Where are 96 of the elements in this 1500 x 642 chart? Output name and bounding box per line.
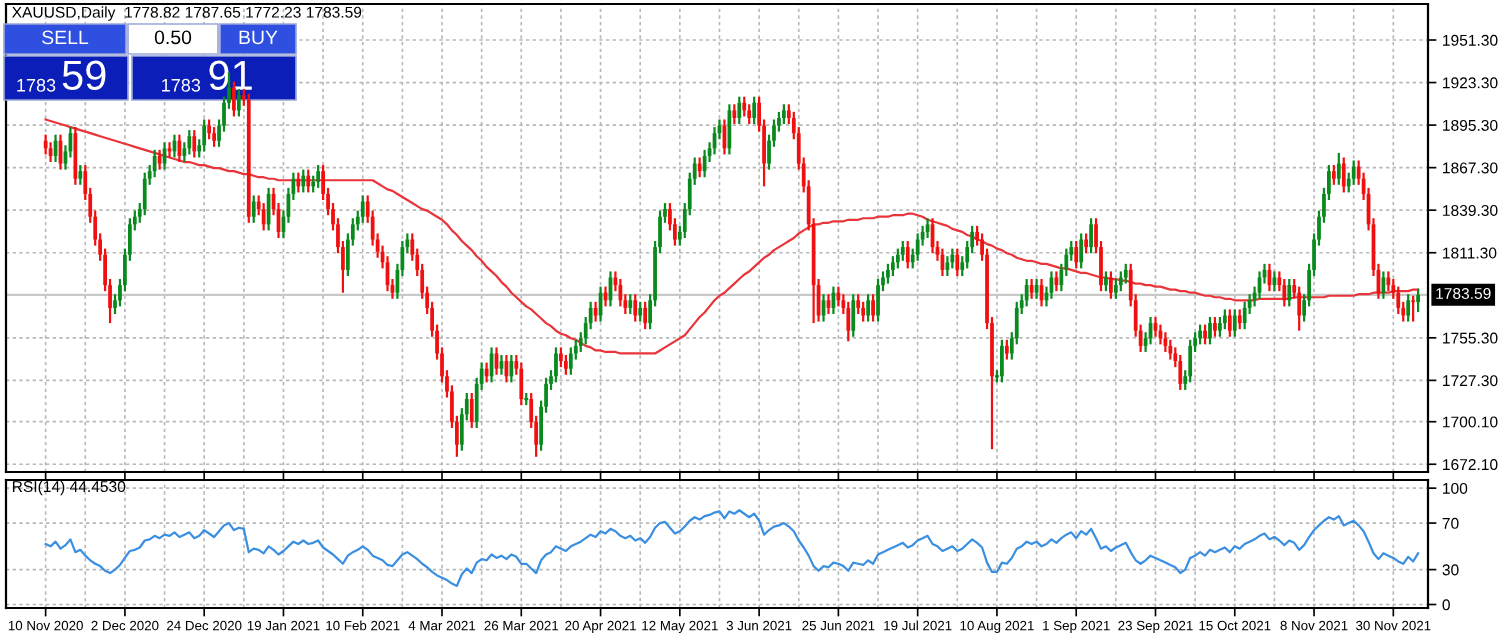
candlestick xyxy=(1203,323,1207,346)
candlestick xyxy=(568,346,573,376)
candlestick xyxy=(1123,262,1128,285)
candlestick xyxy=(232,80,236,118)
candlestick xyxy=(851,293,856,338)
candlestick xyxy=(1113,277,1118,300)
candlestick xyxy=(1297,285,1302,332)
candlestick xyxy=(192,129,197,159)
candlestick xyxy=(509,353,514,384)
candlestick xyxy=(1331,163,1336,186)
candlestick xyxy=(152,148,157,179)
candlestick xyxy=(1074,239,1079,270)
candlestick xyxy=(306,168,311,194)
candlestick xyxy=(212,125,216,148)
candlestick xyxy=(846,300,851,343)
candlestick xyxy=(1351,159,1356,186)
candlestick xyxy=(1336,151,1341,186)
line-series xyxy=(44,509,1420,587)
candlestick xyxy=(1396,285,1401,316)
candlestick xyxy=(955,247,960,278)
candlestick xyxy=(559,346,563,369)
candlestick xyxy=(469,391,474,430)
annotation: 1783 91 xyxy=(162,60,252,92)
candlestick xyxy=(752,95,757,126)
candlestick xyxy=(296,171,301,194)
candlestick xyxy=(1029,277,1034,300)
candlestick xyxy=(1386,270,1391,293)
candlestick xyxy=(1232,308,1237,338)
candlestick xyxy=(1079,232,1084,270)
candlestick xyxy=(1208,315,1212,346)
candlestick xyxy=(732,103,737,126)
candlestick xyxy=(1000,338,1004,384)
candlestick xyxy=(1213,315,1217,338)
candlestick xyxy=(1084,232,1089,255)
candlestick xyxy=(782,103,786,126)
annotation: 0.50 xyxy=(154,30,192,45)
line-series xyxy=(44,118,1420,355)
candlestick xyxy=(633,293,638,323)
candlestick xyxy=(915,232,920,262)
annotation: SELL xyxy=(42,30,89,45)
candlestick xyxy=(78,163,83,186)
candlestick xyxy=(1178,353,1183,392)
candlestick xyxy=(891,255,895,278)
candlestick xyxy=(1104,270,1108,293)
candlestick xyxy=(747,103,752,126)
candlestick xyxy=(73,125,78,186)
candlestick xyxy=(628,293,633,316)
candlestick xyxy=(876,277,880,323)
candlestick xyxy=(950,247,955,270)
candlestick xyxy=(871,293,875,323)
candlestick xyxy=(360,194,365,224)
candlestick xyxy=(1227,308,1232,338)
candlestick xyxy=(1198,323,1202,346)
candlestick xyxy=(905,239,910,270)
candlestick xyxy=(1282,277,1287,308)
candlestick xyxy=(742,95,747,118)
candlestick xyxy=(1222,308,1227,331)
candlestick xyxy=(895,247,900,270)
candlestick xyxy=(643,300,648,331)
candlestick xyxy=(1109,270,1113,300)
candlestick xyxy=(554,346,558,384)
candlestick xyxy=(900,239,905,262)
candlestick xyxy=(316,163,321,189)
candlestick xyxy=(564,353,568,376)
candlestick xyxy=(519,361,524,407)
candlestick xyxy=(207,118,212,141)
candlestick xyxy=(886,262,890,285)
candlestick xyxy=(1406,293,1411,323)
candlestick xyxy=(43,133,48,156)
candlestick xyxy=(1118,270,1123,293)
candlestick xyxy=(1237,308,1242,331)
candlestick xyxy=(142,171,147,217)
candlestick xyxy=(1089,217,1093,255)
candlestick xyxy=(1416,287,1420,314)
candlestick xyxy=(737,95,742,126)
candlestick xyxy=(861,300,866,323)
candlestick xyxy=(1287,277,1292,308)
candlestick xyxy=(236,87,241,118)
candlestick xyxy=(261,201,266,232)
candlestick xyxy=(1218,315,1222,338)
candlestick xyxy=(202,118,207,153)
candlestick xyxy=(251,194,256,224)
candlestick xyxy=(187,129,192,156)
candlestick xyxy=(1341,156,1346,194)
candlestick xyxy=(866,293,870,323)
candlestick xyxy=(1004,338,1009,361)
candlestick xyxy=(301,168,306,194)
annotation: BUY xyxy=(239,30,278,45)
candlestick xyxy=(638,300,643,323)
candlestick xyxy=(1242,300,1247,331)
candlestick xyxy=(1411,294,1416,323)
candlestick xyxy=(1168,338,1173,361)
candlestick xyxy=(1188,338,1193,384)
candlestick xyxy=(856,293,861,316)
candlestick xyxy=(697,156,702,179)
candlestick xyxy=(1024,277,1029,308)
